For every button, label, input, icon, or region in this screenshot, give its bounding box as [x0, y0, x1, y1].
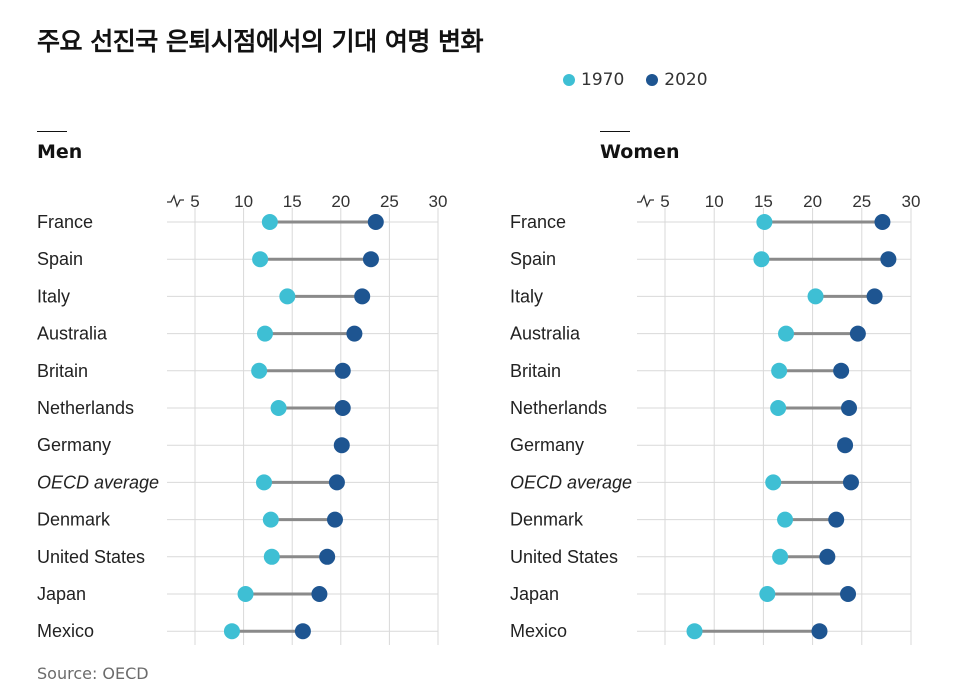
men-dot-2020: [311, 586, 328, 602]
men-category-label: Spain: [37, 249, 83, 269]
legend: 1970 2020: [563, 70, 730, 90]
women-dot-1970: [686, 623, 703, 640]
men-dot-2020: [334, 362, 351, 379]
women-category-label: Netherlands: [510, 398, 607, 418]
men-dot-2020: [294, 623, 311, 640]
women-dot-2020: [837, 437, 854, 454]
women-category-label: United States: [510, 547, 618, 567]
men-dot-1970: [279, 288, 296, 305]
men-category-label: Britain: [37, 361, 88, 381]
women-category-label: Japan: [510, 584, 559, 604]
men-tick-label-30: 30: [429, 192, 448, 211]
men-category-label: United States: [37, 547, 145, 567]
panel-title-women: Women: [600, 131, 680, 163]
men-dot-1970: [223, 623, 240, 640]
women-dot-2020: [874, 214, 891, 230]
men-tick-label-25: 25: [380, 192, 399, 211]
women-category-label: Mexico: [510, 621, 567, 641]
legend-item-1970: 1970: [563, 70, 624, 90]
women-dot-1970: [771, 362, 788, 379]
men-dot-1970: [256, 325, 273, 342]
women-category-label: Italy: [510, 286, 543, 306]
women-category-label: Spain: [510, 249, 556, 269]
women-tick-label-25: 25: [852, 192, 871, 211]
panel-title-women-text: Women: [600, 141, 680, 163]
women-dot-1970: [778, 325, 795, 342]
men-axis-break-icon: [167, 194, 184, 208]
women-dot-1970: [777, 511, 794, 528]
men-category-label: Germany: [37, 435, 111, 455]
legend-dot-1970: [563, 74, 575, 86]
men-dot-2020: [354, 288, 371, 305]
women-tick-label-15: 15: [754, 192, 773, 211]
women-tick-label-20: 20: [803, 192, 822, 211]
men-dot-1970: [270, 400, 287, 416]
women-dot-2020: [849, 325, 866, 342]
women-tick-label-5: 5: [660, 192, 669, 211]
women-dot-2020: [819, 548, 836, 565]
legend-item-2020: 2020: [646, 70, 708, 90]
women-dot-2020: [842, 474, 859, 491]
chart-title: 주요 선진국 은퇴시점에서의 기대 여명 변화: [37, 27, 484, 56]
legend-label-2020: 2020: [664, 70, 708, 90]
men-dot-2020: [334, 400, 351, 416]
women-dot-2020: [880, 251, 897, 268]
panel-title-men: Men: [37, 131, 82, 163]
men-dot-1970: [252, 251, 269, 268]
women-dot-1970: [807, 288, 824, 305]
men-dot-1970: [251, 362, 268, 379]
men-tick-label-20: 20: [331, 192, 350, 211]
men-dot-2020: [367, 214, 384, 230]
men-dot-2020: [346, 325, 363, 342]
men-dot-2020: [333, 437, 350, 454]
men-dot-1970: [261, 214, 278, 230]
men-dot-2020: [328, 474, 345, 491]
women-dot-2020: [833, 362, 850, 379]
women-category-label: France: [510, 212, 566, 232]
men-category-label: OECD average: [37, 472, 159, 492]
men-category-label: Australia: [37, 324, 108, 344]
women-dot-1970: [756, 214, 773, 230]
legend-dot-2020: [646, 74, 659, 86]
men-category-label: Japan: [37, 584, 86, 604]
men-dot-1970: [237, 586, 254, 602]
legend-label-1970: 1970: [581, 70, 625, 90]
women-axis-break-icon: [637, 194, 654, 208]
women-dot-2020: [840, 586, 857, 602]
women-tick-label-10: 10: [705, 192, 724, 211]
women-dot-1970: [753, 251, 770, 268]
men-dot-1970: [263, 548, 280, 565]
women-dot-2020: [828, 511, 845, 528]
women-category-label: Germany: [510, 435, 584, 455]
men-category-label: France: [37, 212, 93, 232]
women-dot-1970: [765, 474, 782, 491]
women-category-label: OECD average: [510, 472, 632, 492]
men-dot-2020: [319, 548, 336, 565]
men-dot-1970: [262, 511, 279, 528]
women-category-label: Australia: [510, 324, 581, 344]
women-dot-1970: [759, 586, 776, 602]
men-dot-1970: [256, 474, 273, 491]
men-category-label: Denmark: [37, 510, 111, 530]
women-tick-label-30: 30: [902, 192, 921, 211]
men-category-label: Italy: [37, 286, 70, 306]
men-tick-label-15: 15: [283, 192, 302, 211]
women-dot-2020: [811, 623, 828, 640]
men-tick-label-5: 5: [190, 192, 199, 211]
men-tick-label-10: 10: [234, 192, 253, 211]
men-dot-2020: [326, 511, 343, 528]
men-category-label: Netherlands: [37, 398, 134, 418]
panel-title-men-text: Men: [37, 141, 83, 163]
women-dot-2020: [841, 400, 858, 416]
women-dot-1970: [770, 400, 787, 416]
men-category-label: Mexico: [37, 621, 94, 641]
men-dot-2020: [362, 251, 379, 268]
women-dot-2020: [866, 288, 883, 305]
source-note: Source: OECD: [37, 664, 149, 683]
women-category-label: Britain: [510, 361, 561, 381]
women-category-label: Denmark: [510, 510, 584, 530]
women-dot-1970: [772, 548, 789, 565]
